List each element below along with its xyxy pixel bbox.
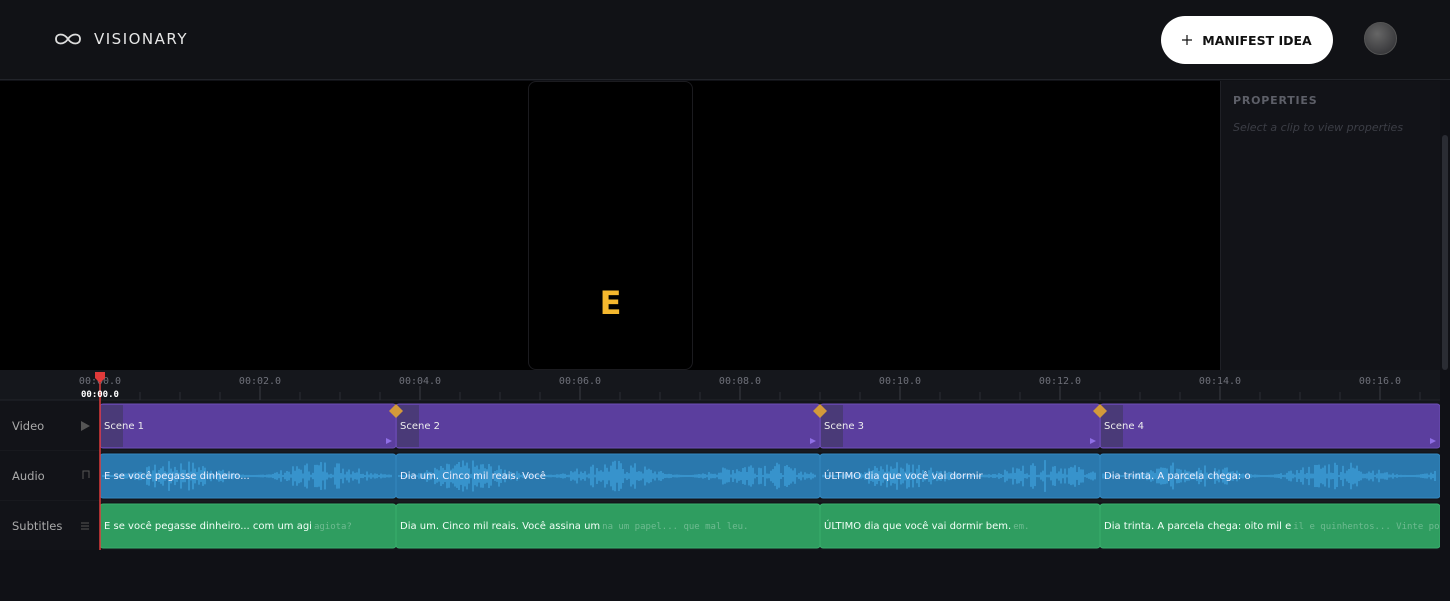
ruler-label: 00:10.0: [879, 376, 921, 387]
properties-title: PROPERTIES: [1233, 94, 1318, 107]
plus-icon: [1182, 35, 1193, 45]
audio-clip[interactable]: E se você pegasse dinheiro...: [99, 453, 397, 499]
subtitle-text: E se você pegasse dinheiro... com um agi: [104, 520, 312, 532]
subtitle-tail: em.: [1013, 522, 1029, 532]
ruler-label: 00:08.0: [719, 376, 761, 387]
scene-label: Scene 2: [400, 421, 440, 432]
audio-clip[interactable]: Dia trinta. A parcela chega: o: [1099, 453, 1440, 499]
scene-label: Scene 1: [104, 421, 144, 432]
ruler-label: 00:02.0: [239, 376, 281, 387]
audio-label: ÚLTIMO dia que você vai dormir: [824, 469, 983, 482]
clip-body: [1099, 503, 1440, 549]
avatar[interactable]: [1364, 22, 1397, 55]
ruler-label: 00:04.0: [399, 376, 441, 387]
scene-label: Scene 3: [824, 421, 864, 432]
brand: VISIONARY: [94, 30, 189, 48]
audio-clip[interactable]: Dia um. Cinco mil reais. Você: [395, 453, 821, 499]
clip-end-marker: [1090, 438, 1096, 444]
logo-icon: [55, 33, 81, 45]
clip-end-marker: [810, 438, 816, 444]
transition-marker[interactable]: [389, 404, 403, 418]
track-label: Subtitles: [12, 519, 62, 533]
subtitle-text: Dia trinta. A parcela chega: oito mil e: [1104, 521, 1291, 532]
audio-label: Dia um. Cinco mil reais. Você: [400, 470, 546, 482]
track-label: Video: [12, 419, 44, 433]
timeline-canvas: 00:00.0 00:02.0 00:04.0 00:06.0 00:08.0 00:10…: [0, 370, 1440, 550]
subtitle-tail: agiota?: [314, 522, 352, 532]
ruler-label: 00:06.0: [559, 376, 601, 387]
scene-label: Scene 4: [1104, 421, 1144, 432]
clip-end-marker: [386, 438, 392, 444]
clip-body: [1099, 453, 1440, 499]
timeline: 00:00.0 00:02.0 00:04.0 00:06.0 00:08.0 00:10…: [0, 370, 1440, 550]
clip-body: [395, 403, 821, 449]
scrollbar[interactable]: [1442, 135, 1448, 370]
subtitle-clip[interactable]: E se você pegasse dinheiro... com um agi…: [99, 503, 397, 549]
transition-marker[interactable]: [1093, 404, 1107, 418]
video-clip[interactable]: Scene 3: [819, 403, 1101, 449]
preview-frame: [528, 81, 693, 370]
track-icon: [81, 421, 90, 431]
manifest-button[interactable]: MANIFEST IDEA: [1161, 16, 1333, 64]
video-clip[interactable]: Scene 4: [1099, 403, 1440, 449]
ruler-label: 00:12.0: [1039, 376, 1081, 387]
ruler: [0, 370, 1440, 400]
clip-thumbnail: [101, 405, 123, 447]
audio-label: E se você pegasse dinheiro...: [104, 470, 250, 482]
clip-thumbnail: [1101, 405, 1123, 447]
button-label: MANIFEST IDEA: [1202, 32, 1312, 48]
track-icon: [82, 470, 90, 479]
preview-letter: E: [599, 284, 622, 322]
audio-clip[interactable]: ÚLTIMO dia que você vai dormir: [819, 453, 1101, 499]
ruler-label: 00:14.0: [1199, 376, 1241, 387]
header: VISIONARY MANIFEST IDEA: [0, 0, 1450, 80]
playhead-handle[interactable]: [95, 372, 105, 383]
properties-panel: [1220, 81, 1440, 370]
track-label: Audio: [12, 469, 45, 483]
clip-end-marker: [1430, 438, 1436, 444]
subtitle-clip[interactable]: ÚLTIMO dia que você vai dormir bem. em.: [819, 503, 1101, 549]
subtitle-tail: na um papel... que mal leu.: [602, 522, 748, 532]
transition-marker[interactable]: [813, 404, 827, 418]
properties-hint: Select a clip to view properties: [1233, 121, 1404, 134]
clip-thumbnail: [397, 405, 419, 447]
clip-body: [1099, 403, 1440, 449]
ruler-label: 00:16.0: [1359, 376, 1401, 387]
video-clip[interactable]: Scene 2: [395, 403, 821, 449]
audio-label: Dia trinta. A parcela chega: o: [1104, 471, 1251, 482]
preview: [0, 81, 1220, 370]
clip-thumbnail: [821, 405, 843, 447]
playhead-time: 00:00.0: [81, 390, 119, 400]
subtitle-text: ÚLTIMO dia que você vai dormir bem.: [824, 519, 1011, 532]
subtitle-tail: il e quinhentos... Vinte por cent: [1293, 522, 1440, 532]
video-clip[interactable]: Scene 1: [99, 403, 397, 449]
subtitle-clip[interactable]: Dia um. Cinco mil reais. Você assina um n…: [395, 503, 821, 549]
subtitle-text: Dia um. Cinco mil reais. Você assina um: [400, 520, 600, 532]
clip-body: [99, 403, 397, 449]
